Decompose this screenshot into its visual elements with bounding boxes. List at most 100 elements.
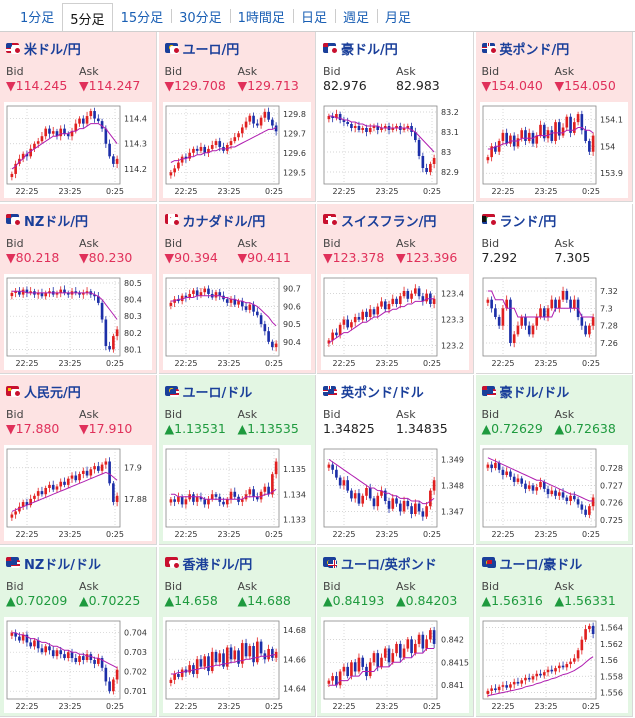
- pair-title-link[interactable]: ユーロ/豪ドル: [481, 554, 582, 573]
- pair-card[interactable]: 豪ドル/ドル Bid Ask ▲0.72629 ▲0.72638 0.728 0.727 0.…: [475, 375, 633, 545]
- pair-card[interactable]: 人民元/円 Bid Ask ▼17.880 ▼17.910 17.9 17.88 22:25 2…: [0, 375, 157, 545]
- x-tick-label: 0:25: [106, 359, 124, 368]
- pair-card[interactable]: スイスフラン/円 Bid Ask ▼123.378 ▼123.396 123.4 123.3…: [317, 203, 474, 374]
- pair-card[interactable]: 英ポンド/円 Bid Ask ▼154.040 ▼154.050 154.1 154 153.…: [475, 32, 633, 202]
- ask-value-number: 1.56331: [564, 592, 616, 608]
- candle-body: [240, 300, 244, 306]
- pair-card[interactable]: 香港ドル/円 Bid Ask ▲14.658 ▲14.688 14.68 14.66 14.6…: [158, 546, 316, 717]
- pair-card[interactable]: カナダドル/円 Bid Ask ▼90.394 ▼90.411 90.7 90.6 90.5 9…: [158, 203, 316, 374]
- tab-7[interactable]: 月足: [376, 0, 419, 32]
- pair-card[interactable]: 英ポンド/ドル Bid Ask 1.34825 1.34835 1.349 1.348 1.3…: [317, 375, 474, 545]
- trend-arrow-icon: ▼: [79, 249, 89, 265]
- candlestick-chart[interactable]: 1.349 1.348 1.347 22:25 23:25 0:25: [321, 445, 469, 541]
- tab-3[interactable]: 30分足: [171, 0, 230, 32]
- candlestick-chart[interactable]: 1.564 1.562 1.56 1.558 1.556 22:25 23:25 0:25: [479, 616, 628, 713]
- candle-body: [199, 146, 202, 151]
- pair-title-link[interactable]: 英ポンド/円: [481, 39, 569, 58]
- candlestick-chart[interactable]: 123.4 123.3 123.2 22:25 23:25 0:25: [321, 273, 469, 370]
- tab-6[interactable]: 週足: [334, 0, 377, 32]
- candle-body: [587, 140, 591, 152]
- candlestick-chart[interactable]: 7.32 7.3 7.28 7.26 22:25 23:25 0:25: [479, 273, 628, 370]
- pair-title-link[interactable]: 人民元/円: [6, 382, 81, 401]
- pair-title-link[interactable]: ユーロ/円: [164, 39, 239, 58]
- pair-card[interactable]: ユーロ/英ポンド Bid Ask ▲0.84193 ▲0.84203 0.842 0.841…: [317, 546, 474, 717]
- pair-card[interactable]: ユーロ/ドル Bid Ask ▲1.13531 ▲1.13535 1.135 1.134 1.…: [158, 375, 316, 545]
- candle-body: [180, 295, 183, 301]
- chart-svg: 0.704 0.703 0.702 0.701 22:25 23:25 0:25: [6, 620, 147, 711]
- bid-label: Bid: [6, 579, 24, 593]
- candlestick-chart[interactable]: 129.8 129.7 129.6 129.5 22:25 23:25 0:25: [162, 102, 311, 198]
- candle-body: [10, 173, 14, 178]
- tab-1[interactable]: 5分足: [62, 3, 113, 33]
- candlestick-chart[interactable]: 0.842 0.8415 0.841 22:25 23:25 0:25: [321, 616, 469, 713]
- x-tick-label: 22:25: [332, 530, 355, 539]
- candle-body: [429, 629, 432, 639]
- y-tick-label: 90.5: [283, 320, 301, 329]
- candle-body: [59, 289, 63, 293]
- ask-value-number: 123.396: [405, 249, 458, 265]
- pair-card[interactable]: ユーロ/円 Bid Ask ▼129.708 ▼129.713 129.8 129.7 129…: [158, 32, 316, 202]
- pair-title-link[interactable]: スイスフラン/円: [323, 211, 436, 230]
- candle-body: [199, 291, 202, 296]
- candlestick-chart[interactable]: 0.704 0.703 0.702 0.701 22:25 23:25 0:25: [4, 616, 152, 713]
- pair-card[interactable]: NZドル/円 Bid Ask ▼80.218 ▼80.230 80.5 80.4 80.3 80…: [0, 203, 157, 374]
- candlestick-chart[interactable]: 154.1 154 153.9 22:25 23:25 0:25: [479, 102, 628, 198]
- x-tick-label: 0:25: [106, 702, 124, 711]
- candle-body: [534, 487, 538, 491]
- candlestick-chart[interactable]: 17.9 17.88 22:25 23:25 0:25: [4, 445, 152, 541]
- candle-body: [531, 325, 534, 334]
- tab-2[interactable]: 15分足: [120, 10, 164, 26]
- candle-body: [255, 641, 259, 662]
- candlestick-chart[interactable]: 90.7 90.6 90.5 90.4 22:25 23:25 0:25: [162, 273, 311, 370]
- candle-body: [553, 667, 557, 671]
- candlestick-chart[interactable]: 83.2 83.1 83 82.9 22:25 23:25 0:25: [321, 102, 469, 198]
- candle-body: [259, 491, 262, 500]
- candlestick-chart[interactable]: 1.135 1.134 1.133 22:25 23:25 0:25: [162, 445, 311, 541]
- ask-label: Ask: [396, 579, 416, 593]
- candlestick-chart[interactable]: 80.5 80.4 80.3 80.2 80.1 22:25 23:25 0:25: [4, 273, 152, 370]
- pair-title-link[interactable]: ランド/円: [481, 211, 556, 230]
- pair-card[interactable]: 米ドル/円 Bid Ask ▼114.245 ▼114.247 114.4 114.3 114…: [0, 32, 157, 202]
- pair-title-link[interactable]: 豪ドル/円: [323, 39, 398, 58]
- tab-4[interactable]: 1時間足: [229, 0, 293, 32]
- candle-body: [523, 316, 527, 326]
- candle-body: [395, 498, 398, 504]
- candle-body: [372, 308, 376, 314]
- candle-body: [199, 658, 202, 667]
- pair-card[interactable]: ランド/円 Bid Ask 7.292 7.305 7.32 7.3 7.28 7.26 22:2…: [475, 203, 633, 374]
- y-tick-label: 154: [600, 142, 615, 151]
- pair-title-link[interactable]: NZドル/円: [6, 211, 88, 230]
- candle-body: [538, 307, 542, 317]
- pair-title-link[interactable]: カナダドル/円: [164, 211, 265, 230]
- candle-body: [232, 649, 236, 659]
- candle-body: [63, 289, 66, 293]
- candle-body: [383, 300, 387, 309]
- pair-card[interactable]: ユーロ/豪ドル Bid Ask ▲1.56316 ▲1.56331 1.564 1.562 1…: [475, 546, 633, 717]
- candle-body: [587, 625, 591, 629]
- candle-body: [202, 288, 206, 292]
- candle-body: [580, 504, 583, 510]
- pair-title-link[interactable]: 米ドル/円: [6, 39, 81, 58]
- pair-card[interactable]: 豪ドル/円 Bid Ask 82.976 82.983 83.2 83.1 83 82.9 22:…: [317, 32, 474, 202]
- pair-card[interactable]: NZドル/ドル Bid Ask ▲0.70209 ▲0.70225 0.704 0.703 0…: [0, 546, 157, 717]
- tab-5[interactable]: 日足: [292, 0, 335, 32]
- y-tick-label: 1.135: [283, 465, 306, 474]
- y-tick-label: 0.8415: [441, 658, 469, 667]
- candle-body: [387, 303, 391, 309]
- pair-title-link[interactable]: 香港ドル/円: [164, 554, 252, 573]
- pair-title-link[interactable]: ユーロ/英ポンド: [323, 554, 437, 573]
- pair-title-link[interactable]: ユーロ/ドル: [164, 382, 252, 401]
- candle-body: [59, 649, 63, 654]
- candlestick-chart[interactable]: 114.4 114.3 114.2 22:25 23:25 0:25: [4, 102, 152, 198]
- pair-title-link[interactable]: 豪ドル/ドル: [481, 382, 569, 401]
- pair-title-link[interactable]: 英ポンド/ドル: [323, 382, 424, 401]
- pair-title-link[interactable]: NZドル/ドル: [6, 554, 101, 573]
- x-tick-label: 22:25: [332, 702, 355, 711]
- trend-arrow-icon: ▲: [554, 421, 565, 436]
- candle-body: [21, 634, 25, 640]
- currency-flag-icon: [6, 385, 22, 398]
- currency-flag-icon: [481, 385, 498, 398]
- tab-0[interactable]: 1分足: [20, 10, 55, 26]
- candlestick-chart[interactable]: 0.728 0.727 0.726 0.725 22:25 23:25 0:25: [479, 445, 628, 541]
- candlestick-chart[interactable]: 14.68 14.66 14.64 22:25 23:25 0:25: [162, 616, 311, 713]
